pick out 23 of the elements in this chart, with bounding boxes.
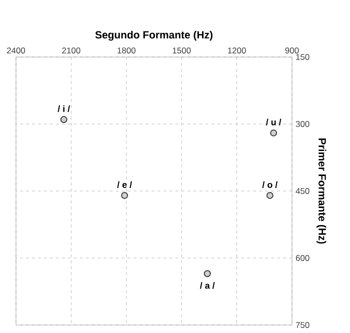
point — [60, 116, 68, 124]
annotation: / e / — [117, 181, 132, 188]
point — [270, 129, 278, 136]
x-tick-label: 1200 — [228, 47, 246, 54]
y-tick-label: 750 — [296, 322, 310, 328]
x-tick-label: 1500 — [172, 47, 191, 54]
y-tick-label: 600 — [296, 255, 310, 261]
annotation: / a / — [200, 282, 215, 289]
point — [121, 192, 128, 199]
y-tick-label: 150 — [296, 54, 310, 60]
x-axis-title: Segundo Formante (Hz) — [95, 30, 212, 41]
x-tick-label: 2100 — [62, 47, 80, 54]
y-axis-title: Primer Formante (Hz) — [316, 138, 326, 244]
y-tick-label: 300 — [296, 121, 310, 127]
x-tick-label: 1800 — [118, 47, 136, 54]
point — [204, 270, 211, 278]
x-tick-label: 900 — [285, 47, 299, 54]
annotation: / u / — [266, 118, 282, 126]
annotation: / i / — [58, 105, 70, 112]
point — [266, 192, 274, 199]
x-tick-label: 2400 — [7, 47, 26, 54]
annotation: / o / — [262, 181, 278, 188]
y-tick-label: 450 — [296, 188, 310, 194]
